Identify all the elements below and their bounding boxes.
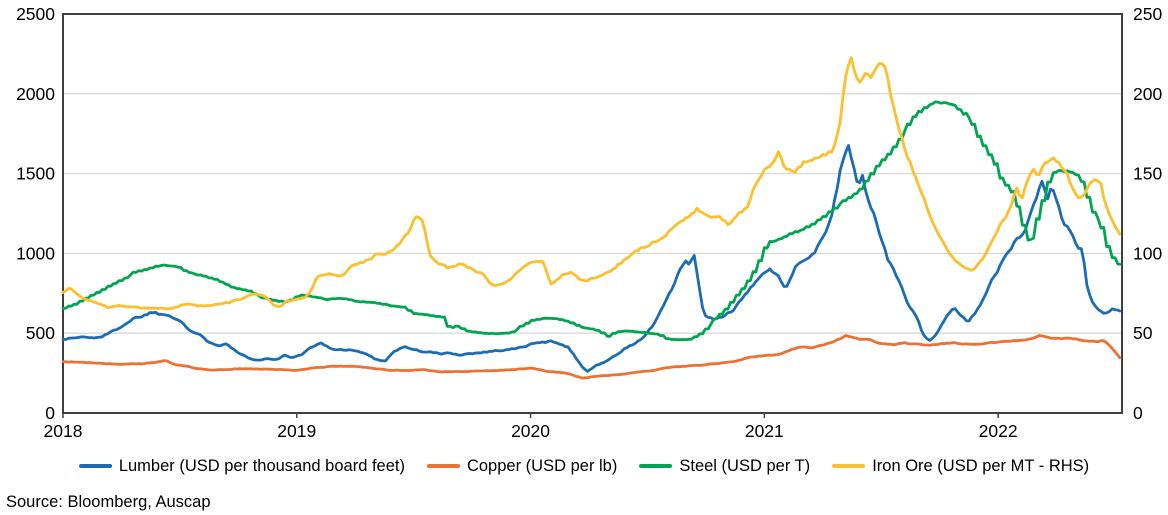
y-axis-right-label: 100 — [1133, 243, 1162, 263]
y-axis-right-label: 250 — [1133, 4, 1162, 24]
lumber-line — [61, 144, 1122, 373]
source-note: Source: Bloomberg, Auscap — [6, 493, 211, 511]
legend-swatch-iron-ore-icon — [832, 463, 866, 469]
y-axis-right-label: 50 — [1133, 323, 1153, 343]
legend-swatch-steel-icon — [639, 463, 673, 469]
y-axis-left-label: 2000 — [16, 84, 55, 104]
x-axis-label: 2022 — [979, 421, 1018, 441]
copper-line — [61, 334, 1122, 380]
y-axis-left-label: 0 — [45, 403, 55, 423]
chart-plot-area: 2018 2019 2020 2021 202205001000150020002500… — [16, 4, 1162, 441]
legend-swatch-lumber-icon — [78, 463, 112, 469]
iron-line — [61, 56, 1122, 311]
y-axis-right-label: 0 — [1133, 403, 1143, 423]
legend-label-copper: Copper (USD per lb) — [466, 456, 618, 475]
legend-swatch-copper-icon — [426, 463, 460, 469]
plot-border — [62, 13, 1123, 414]
legend-item-steel: Steel (USD per T) — [639, 458, 810, 475]
x-axis-label: 2018 — [44, 421, 83, 441]
legend: Lumber (USD per thousand board feet) Cop… — [0, 455, 1168, 477]
legend-label-iron-ore: Iron Ore (USD per MT - RHS) — [872, 456, 1090, 475]
x-axis-label: 2019 — [277, 421, 316, 441]
x-axis-label: 2020 — [511, 421, 550, 441]
legend-label-lumber: Lumber (USD per thousand board feet) — [118, 456, 405, 475]
y-axis-left-label: 1500 — [16, 164, 55, 184]
legend-item-iron-ore: Iron Ore (USD per MT - RHS) — [832, 458, 1089, 475]
y-axis-right-label: 200 — [1133, 84, 1162, 104]
y-axis-left-label: 500 — [26, 323, 55, 343]
steel-line — [61, 100, 1122, 342]
x-axis-label: 2021 — [745, 421, 784, 441]
legend-item-copper: Copper (USD per lb) — [426, 456, 618, 475]
legend-item-lumber: Lumber (USD per thousand board feet) — [78, 456, 405, 475]
legend-label-steel: Steel (USD per T) — [679, 456, 811, 475]
y-axis-left-label: 2500 — [16, 4, 55, 24]
y-axis-left-label: 1000 — [16, 243, 55, 263]
y-axis-right-label: 150 — [1133, 164, 1162, 184]
